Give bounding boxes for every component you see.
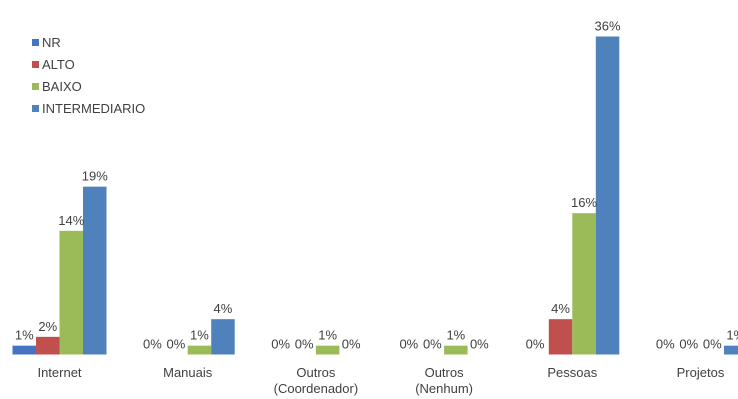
category-label-4: Pessoas [547,365,597,380]
bar-intermediario-4 [595,36,620,355]
legend-swatch [32,104,39,112]
value-label-alto-4: 4% [551,301,570,316]
value-label-baixo-3: 1% [446,328,465,343]
value-labels-group: 1% 2% 14% 19% 0% 0% 1% 4% 0% 0% 1% 0% 0% 0% 1% 0% 4% 16% 3… [15,19,738,352]
value-label-baixo-4: 16% [571,195,597,210]
value-label-alto-5: 0% [679,337,698,352]
category-label-3: Outros (Nenhum) [415,365,473,396]
legend-label: ALTO [42,56,75,72]
bar-baixo-3 [444,345,468,355]
value-label-nr-2: 0% [271,337,290,352]
legend-swatch [32,38,39,46]
legend: NR ALTO BAIXO INTERMEDIARIO [32,31,145,119]
value-label-baixo-5: 0% [703,337,722,352]
value-label-intermediario-1: 4% [214,301,233,316]
value-label-nr-0: 1% [15,328,34,343]
bar-baixo-0 [59,230,83,355]
value-label-nr-5: 0% [656,337,675,352]
value-label-baixo-2: 1% [318,328,337,343]
bar-baixo-2 [315,345,340,355]
legend-item-nr: NR [32,31,145,53]
category-label-2: Outros (Coordenador) [274,365,359,396]
bar-baixo-1 [187,345,212,355]
bar-intermediario-5 [724,345,738,355]
extra-value-label-0: 0% [526,337,545,352]
value-label-intermediario-3: 0% [470,337,489,352]
value-label-intermediario-2: 0% [342,337,361,352]
value-label-nr-1: 0% [143,337,162,352]
value-label-alto-1: 0% [167,337,186,352]
value-label-baixo-1: 1% [190,328,209,343]
value-label-intermediario-4: 36% [595,19,621,34]
legend-swatch [32,82,39,90]
legend-swatch [32,60,39,68]
bar-baixo-4 [572,213,596,355]
bar-alto-4 [548,319,573,355]
value-label-intermediario-0: 19% [82,169,108,184]
bar-intermediario-0 [83,186,107,355]
category-labels-group: Internet Manuais Outros (Coordenador) Outros… [37,365,724,396]
value-label-nr-3: 0% [399,337,418,352]
bar-intermediario-1 [211,319,235,355]
legend-label: BAIXO [42,78,82,94]
category-label-0: Internet [37,365,81,380]
value-label-intermediario-5: 1% [726,328,738,343]
legend-item-alto: ALTO [32,53,145,75]
value-label-alto-2: 0% [295,337,314,352]
legend-label: NR [42,34,61,50]
bar-alto-0 [36,336,60,355]
legend-label: INTERMEDIARIO [42,100,146,116]
legend-item-baixo: BAIXO [32,75,145,97]
bar-nr-0 [12,345,36,355]
legend-item-intermediario: INTERMEDIARIO [32,97,145,119]
category-label-5: Projetos [677,365,725,380]
category-label-1: Manuais [163,365,213,380]
value-label-alto-3: 0% [423,337,442,352]
bars-group [12,36,738,355]
value-label-baixo-0: 14% [58,213,84,228]
value-label-alto-0: 2% [38,319,57,334]
